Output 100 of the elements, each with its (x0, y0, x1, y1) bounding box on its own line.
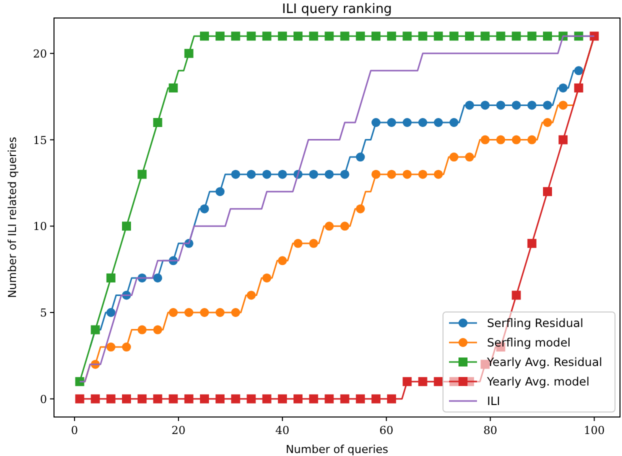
point (558, 135, 568, 144)
point (138, 170, 147, 179)
point (246, 170, 256, 179)
point (434, 32, 443, 41)
point (262, 394, 272, 404)
point (309, 394, 318, 404)
point (542, 100, 552, 110)
point (340, 222, 350, 231)
y-tick-label: 15 (33, 134, 47, 147)
y-axis-title: Number of ILI related queries (6, 136, 19, 298)
point (356, 32, 365, 41)
point (371, 170, 380, 179)
point (246, 290, 256, 300)
x-axis-title: Number of queries (286, 443, 389, 456)
point (262, 32, 272, 41)
point (184, 394, 194, 404)
point (527, 238, 536, 248)
point (527, 32, 536, 41)
point (294, 32, 303, 41)
point (340, 394, 350, 404)
point (512, 135, 521, 144)
x-tick-label: 0 (71, 424, 78, 437)
point (418, 118, 428, 127)
x-tick-label: 60 (379, 424, 394, 437)
point (309, 238, 318, 248)
point (75, 377, 84, 386)
point (246, 394, 256, 404)
point (138, 325, 147, 334)
y-tick-label: 10 (33, 220, 47, 234)
point (106, 273, 116, 282)
point (387, 32, 396, 41)
x-tick-label: 40 (275, 424, 290, 437)
point (558, 83, 568, 92)
point (153, 394, 162, 404)
point (231, 308, 240, 317)
point (262, 170, 272, 179)
point (527, 135, 536, 144)
point (231, 32, 240, 41)
y-tick-label: 5 (40, 306, 47, 320)
point (168, 308, 178, 317)
point (153, 118, 162, 127)
point (216, 308, 225, 317)
x-tick-label: 80 (483, 424, 498, 437)
point (324, 170, 334, 179)
point (434, 118, 443, 127)
point (418, 32, 428, 41)
point (90, 325, 100, 334)
point (122, 342, 132, 352)
point (278, 32, 287, 41)
legend-label: Yearly Avg. Residual (486, 355, 602, 369)
point (496, 32, 506, 41)
point (558, 100, 568, 110)
point (402, 118, 412, 127)
point (106, 394, 116, 404)
point (168, 394, 178, 404)
point (402, 32, 412, 41)
point (184, 48, 194, 58)
point (324, 32, 334, 41)
point (200, 32, 209, 41)
point (294, 394, 303, 404)
point (465, 32, 474, 41)
y-tick-label: 20 (33, 47, 47, 60)
point (153, 325, 162, 334)
point (542, 32, 552, 41)
point (75, 394, 84, 404)
point (449, 32, 458, 41)
point (465, 152, 474, 162)
point (122, 222, 132, 231)
point (387, 118, 396, 127)
point (434, 170, 443, 179)
point (106, 308, 116, 317)
point (480, 135, 490, 144)
point (153, 273, 162, 282)
legend-label: ILI (487, 394, 500, 408)
point (246, 32, 256, 41)
point (262, 273, 272, 282)
point (324, 394, 334, 404)
point (90, 394, 100, 404)
point (184, 308, 194, 317)
point (496, 100, 506, 110)
point (324, 222, 334, 231)
point (449, 118, 458, 127)
point (542, 187, 552, 196)
point (496, 135, 506, 144)
point (138, 394, 147, 404)
point (527, 100, 536, 110)
x-tick-label: 100 (584, 424, 605, 437)
point (294, 238, 303, 248)
point (458, 377, 468, 386)
point (216, 394, 225, 404)
point (574, 83, 584, 92)
y-tick-label: 0 (40, 392, 47, 406)
point (480, 32, 490, 41)
point (387, 394, 396, 404)
point (122, 394, 132, 404)
legend-label: Yearly Avg. model (486, 374, 590, 388)
point (418, 377, 428, 386)
point (371, 394, 380, 404)
point (512, 32, 521, 41)
point (106, 342, 116, 352)
